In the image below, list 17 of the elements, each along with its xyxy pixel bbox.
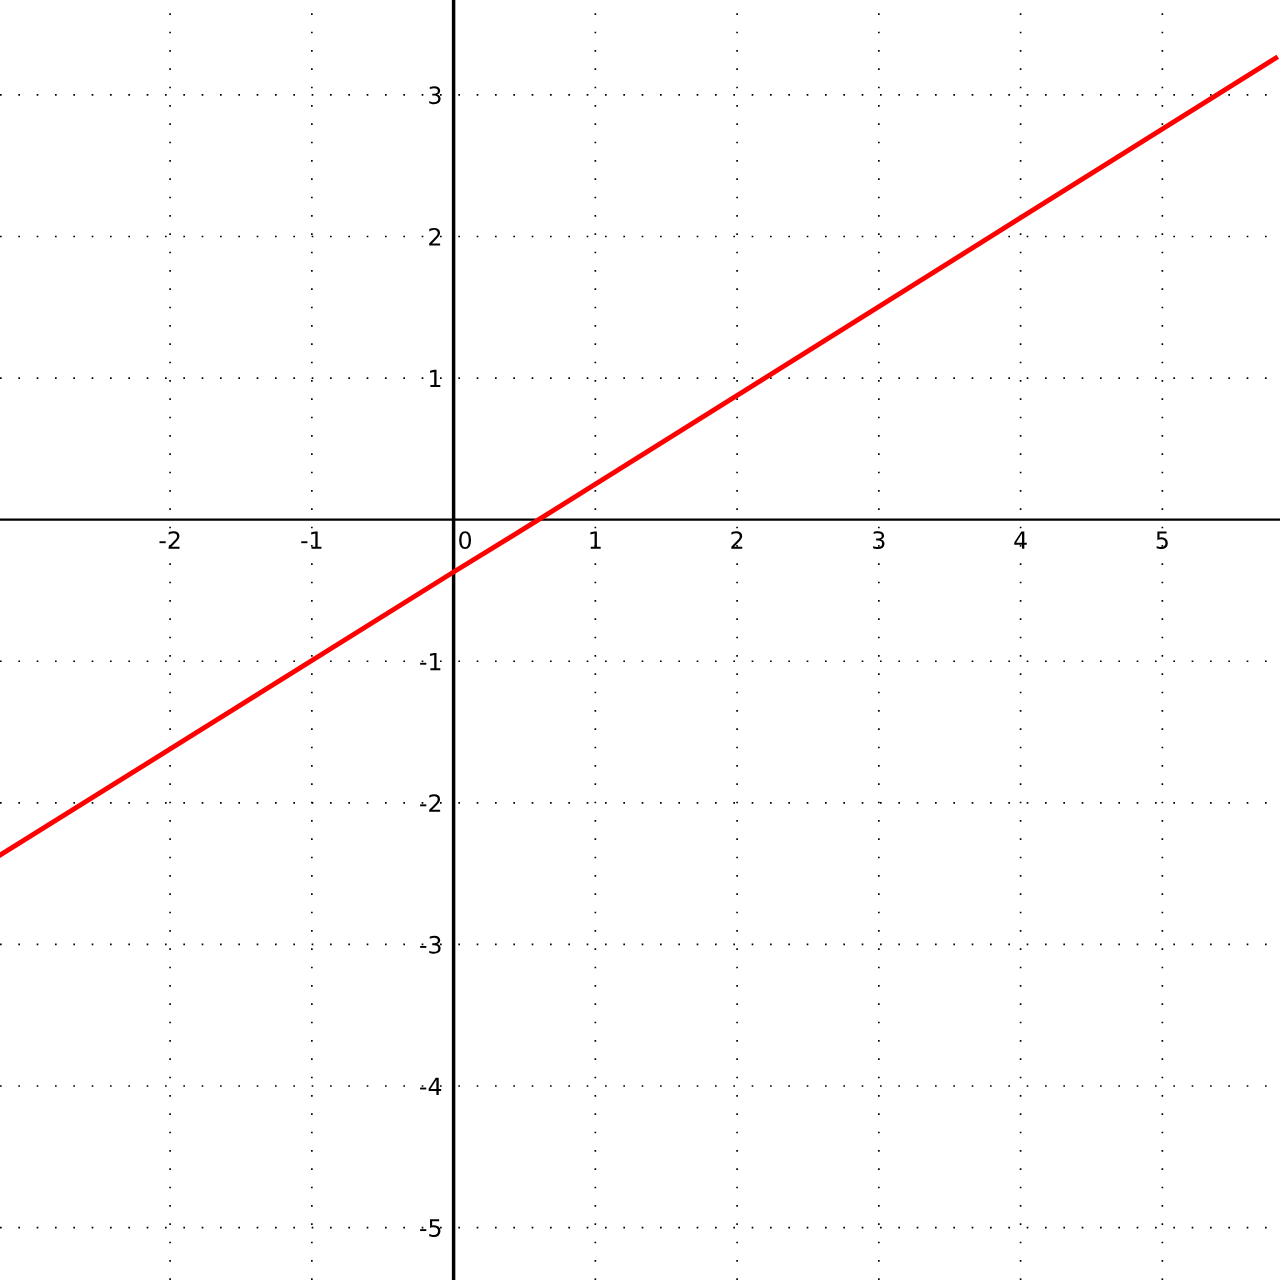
x-tick-label: 5: [1156, 531, 1168, 550]
x-tick-label: 0: [459, 531, 472, 550]
x-tick-label: 3: [873, 531, 885, 550]
line-series: [0, 55, 1279, 858]
y-tick-label: 2: [429, 227, 441, 246]
y-tick-label: 1: [430, 369, 441, 388]
y-tick-label: -2: [420, 794, 441, 812]
x-tick-label: -1: [301, 531, 322, 549]
x-tick-label: 4: [1014, 531, 1027, 549]
x-tick-label: 1: [590, 531, 601, 549]
y-tick-label: -3: [420, 935, 441, 954]
y-tick-label: 3: [429, 86, 441, 105]
y-tick-label: -5: [420, 1219, 441, 1237]
x-tick-label: 2: [731, 531, 743, 549]
y-tick-label: -1: [420, 653, 441, 671]
x-tick-label: -2: [159, 531, 180, 549]
y-tick-label: -4: [420, 1077, 442, 1095]
